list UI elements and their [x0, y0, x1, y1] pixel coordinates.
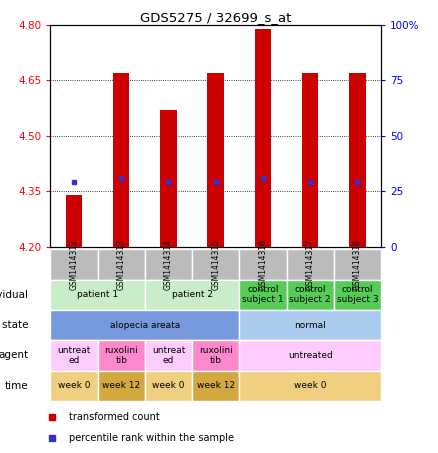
Text: time: time: [4, 381, 28, 391]
Bar: [192, 249, 239, 280]
Bar: [145, 249, 192, 280]
Text: transformed count: transformed count: [70, 412, 160, 422]
Bar: [286, 249, 334, 280]
Bar: [254, 29, 271, 247]
Text: untreat
ed: untreat ed: [57, 346, 91, 365]
Bar: [239, 371, 381, 401]
Text: week 12: week 12: [102, 381, 140, 390]
Text: untreat
ed: untreat ed: [152, 346, 185, 365]
Text: patient 2: patient 2: [172, 290, 212, 299]
Bar: [50, 340, 98, 371]
Text: GSM1414314: GSM1414314: [164, 239, 173, 290]
Text: week 12: week 12: [197, 381, 235, 390]
Bar: [192, 371, 239, 401]
Bar: [192, 340, 239, 371]
Bar: [113, 73, 130, 247]
Bar: [145, 371, 192, 401]
Bar: [334, 280, 381, 310]
Text: ruxolini
tib: ruxolini tib: [104, 346, 138, 365]
Text: percentile rank within the sample: percentile rank within the sample: [70, 433, 234, 443]
Bar: [239, 280, 286, 310]
Text: GSM1414316: GSM1414316: [258, 239, 268, 290]
Text: agent: agent: [0, 350, 28, 361]
Bar: [66, 195, 82, 247]
Bar: [239, 310, 381, 340]
Text: disease state: disease state: [0, 320, 28, 330]
Text: week 0: week 0: [294, 381, 326, 390]
Text: patient 1: patient 1: [77, 290, 118, 299]
Bar: [50, 280, 145, 310]
Bar: [302, 73, 318, 247]
Text: individual: individual: [0, 289, 28, 300]
Bar: [334, 249, 381, 280]
Text: alopecia areata: alopecia areata: [110, 321, 180, 329]
Text: ruxolini
tib: ruxolini tib: [199, 346, 233, 365]
Text: control
subject 2: control subject 2: [290, 285, 331, 304]
Bar: [145, 280, 239, 310]
Text: normal: normal: [294, 321, 326, 329]
Bar: [98, 371, 145, 401]
Title: GDS5275 / 32699_s_at: GDS5275 / 32699_s_at: [140, 11, 291, 24]
Text: untreated: untreated: [288, 351, 332, 360]
Text: control
subject 1: control subject 1: [242, 285, 284, 304]
Bar: [98, 340, 145, 371]
Text: week 0: week 0: [58, 381, 90, 390]
Bar: [208, 73, 224, 247]
Bar: [160, 110, 177, 247]
Text: GSM1414315: GSM1414315: [211, 239, 220, 290]
Bar: [50, 310, 239, 340]
Text: GSM1414312: GSM1414312: [70, 239, 78, 290]
Bar: [50, 371, 98, 401]
Bar: [239, 340, 381, 371]
Text: control
subject 3: control subject 3: [337, 285, 378, 304]
Bar: [286, 280, 334, 310]
Bar: [50, 249, 98, 280]
Bar: [145, 340, 192, 371]
Text: week 0: week 0: [152, 381, 185, 390]
Text: GSM1414318: GSM1414318: [353, 239, 362, 290]
Text: GSM1414313: GSM1414313: [117, 239, 126, 290]
Bar: [98, 249, 145, 280]
Bar: [239, 249, 286, 280]
Bar: [349, 73, 366, 247]
Text: GSM1414317: GSM1414317: [306, 239, 314, 290]
